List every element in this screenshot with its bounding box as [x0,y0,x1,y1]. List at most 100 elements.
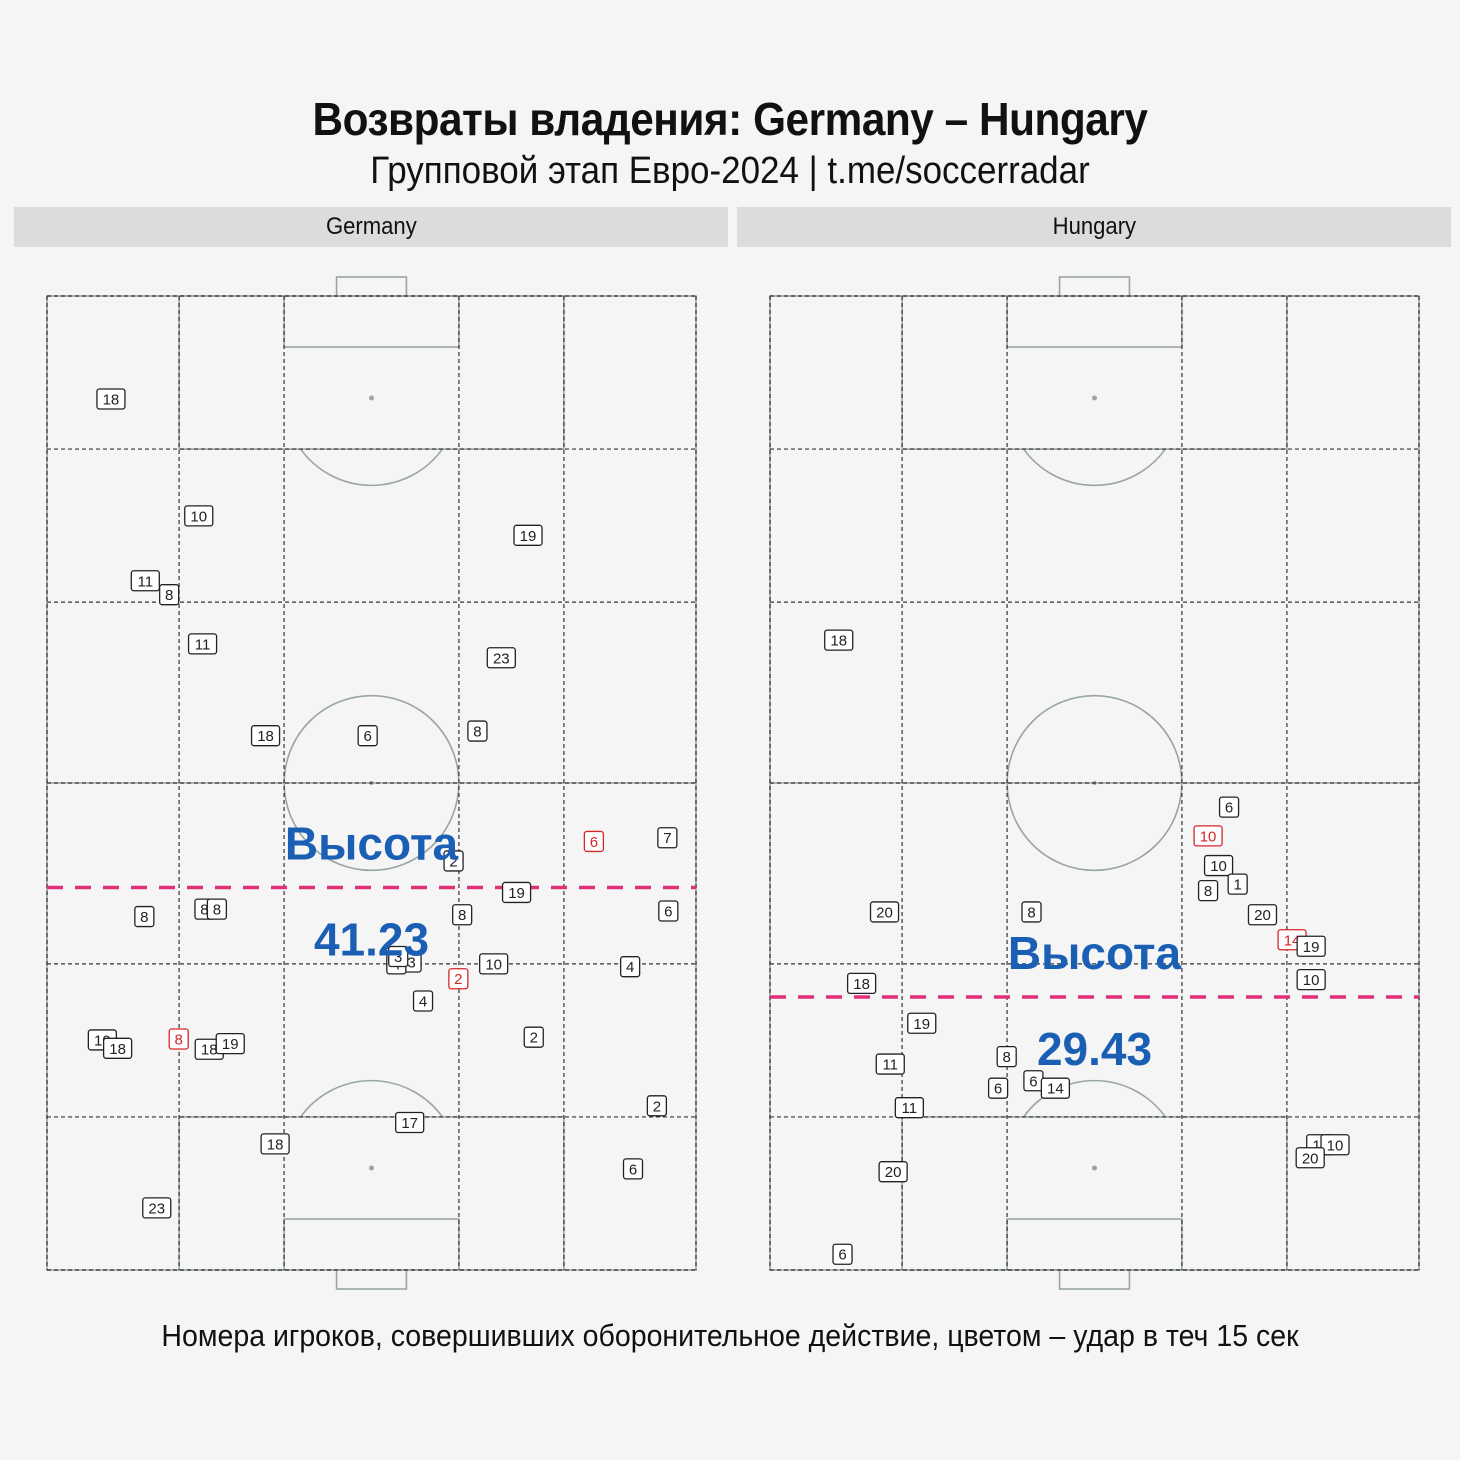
recovery-marker: 11 [894,1097,924,1119]
marker-label: 19 [508,885,525,902]
recovery-marker-shot: 6 [583,830,605,853]
marker-label: 19 [913,1016,930,1033]
penalty-spot-top [369,395,374,401]
marker-label: 18 [201,1042,218,1059]
marker-box [619,956,641,978]
marker-label: 3 [394,949,402,966]
marker-label: 8 [165,587,173,604]
recovery-marker: 6 [987,1077,1009,1099]
recovery-marker-shot: 2 [448,968,469,990]
marker-label: 10 [485,956,502,973]
recovery-marker: 7 [657,827,678,849]
marker-box [159,584,180,606]
marker-box [479,953,509,975]
marker-label: 8 [175,1032,183,1049]
marker-box [486,647,516,669]
marker-box [894,1097,924,1119]
marker-label: 7 [663,830,671,847]
marker-label: 2 [454,971,462,988]
recovery-marker: 6 [1218,796,1240,818]
marker-box [187,633,218,655]
marker-label: 6 [364,728,372,745]
recovery-marker-shot: 10 [1193,825,1223,847]
marker-box [1247,904,1278,926]
marker-label: 6 [664,904,672,921]
chart-footer: Номера игроков, совершивших оборонительн… [161,1318,1299,1353]
six-yard-box-bottom [283,1218,460,1271]
recovery-marker: 20 [869,901,900,923]
height-value: 41.23 [314,914,429,966]
marker-box [1218,796,1240,818]
recovery-marker: 4 [619,956,641,978]
marker-box [96,388,126,410]
six-yard-box-top [283,295,460,348]
marker-label: 6 [590,834,598,851]
six-yard-box-top [1006,295,1183,348]
zone-grid [46,295,697,1271]
penalty-box-bottom [901,1116,1288,1271]
marker-label: 6 [838,1247,846,1264]
penalty-arc-bottom [1022,1079,1167,1118]
marker-box [102,1037,133,1059]
marker-label: 20 [1254,907,1271,924]
recovery-marker: 18 [102,1037,133,1059]
marker-label: 6 [994,1081,1002,1098]
marker-box [1197,879,1219,902]
marker-label: 8 [200,902,208,919]
recovery-marker: 3 [388,945,409,968]
marker-box [1203,854,1234,877]
marker-box [832,1243,853,1265]
marker-box [467,720,488,742]
marker-label: 8 [1027,904,1035,921]
marker-box [448,968,469,990]
marker-box [1021,901,1042,923]
recovery-marker: 8 [1021,901,1042,923]
marker-label: 18 [267,1136,284,1153]
recovery-marker: 23 [486,647,516,669]
recovery-marker: 8 [452,904,473,926]
recovery-marker: 18 [250,725,281,747]
recovery-marker: 2 [523,1026,544,1048]
marker-label: 4 [626,959,634,976]
marker-box [996,1045,1017,1068]
marker-label: 14 [1284,932,1301,949]
marker-label: 11 [195,636,211,653]
marker-label: 8 [213,902,221,919]
recovery-marker: 18 [824,629,854,651]
recovery-markers: 1861010182020814191018191186614111010202… [824,629,1350,1265]
marker-box [260,1133,290,1155]
height-label: Высота [285,818,459,870]
marker-box [878,1161,908,1183]
recovery-marker: 6 [622,1158,644,1180]
marker-label: 2 [530,1030,538,1047]
marker-box [657,827,678,849]
marker-label: 18 [853,976,870,993]
recovery-marker: 19 [501,881,532,904]
marker-label: 6 [629,1161,637,1178]
marker-label: 8 [1003,1049,1011,1066]
penalty-box-top [178,295,565,450]
marker-label: 10 [1327,1137,1344,1154]
recovery-marker: 19 [907,1012,937,1034]
recovery-marker: 8 [159,584,180,606]
chart-title: Возвраты владения: Germany – Hungary [312,93,1148,145]
recovery-marker: 18 [846,972,877,995]
recovery-marker: 6 [1023,1070,1044,1092]
marker-box [184,505,214,527]
marker-label: 10 [190,508,207,525]
pitch-germany: 1810118111923186867219888863431024410188… [46,276,697,1290]
marker-label: 10 [1200,828,1217,845]
marker-box [513,524,543,546]
marker-box [168,1028,189,1050]
height-value: 29.43 [1037,1023,1152,1075]
marker-box [523,1026,544,1048]
recovery-marker: 8 [206,898,228,920]
penalty-arc-top [1022,448,1167,487]
marker-label: 10 [1303,972,1320,989]
goal-bottom [335,1269,408,1290]
recovery-marker: 18 [96,388,126,410]
marker-label: 1 [1233,877,1241,894]
recovery-marker: 10 [479,953,509,975]
goal-top [1058,276,1131,297]
marker-box [443,850,464,872]
